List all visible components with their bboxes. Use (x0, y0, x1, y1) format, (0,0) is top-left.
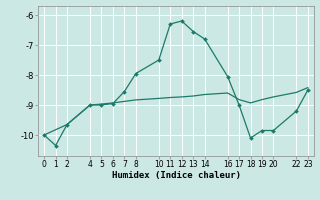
X-axis label: Humidex (Indice chaleur): Humidex (Indice chaleur) (111, 171, 241, 180)
